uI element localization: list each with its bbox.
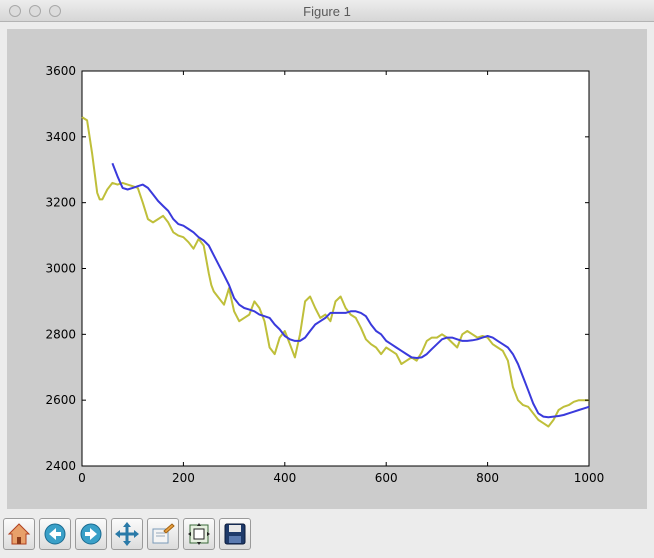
window-title: Figure 1 — [303, 4, 351, 19]
x-tick-label: 1000 — [574, 471, 605, 485]
x-tick-label: 600 — [375, 471, 398, 485]
back-button[interactable] — [39, 518, 71, 550]
minimize-window-button[interactable] — [29, 5, 41, 17]
y-tick-label: 2800 — [45, 327, 76, 341]
axes-background — [81, 70, 590, 467]
window-titlebar: Figure 1 — [0, 0, 654, 22]
y-tick-label: 3400 — [45, 130, 76, 144]
series-layer — [81, 116, 590, 428]
subplots-icon — [188, 523, 210, 545]
zoom-window-button[interactable] — [49, 5, 61, 17]
x-tick-label: 800 — [476, 471, 499, 485]
y-tick-label: 2400 — [45, 459, 76, 473]
configure-subplots-button[interactable] — [183, 518, 215, 550]
home-button[interactable] — [3, 518, 35, 550]
tick-layer: 0 200 400 600 800 1000 2400 2600 2800 3000 3200 340… — [45, 64, 604, 485]
navigation-toolbar — [3, 518, 263, 554]
x-tick-label: 200 — [172, 471, 195, 485]
y-tick-label: 2600 — [45, 393, 76, 407]
save-button[interactable] — [219, 518, 251, 550]
series-line-2 — [111, 162, 590, 419]
back-arrow-icon — [44, 523, 66, 545]
save-disk-icon — [224, 523, 246, 545]
y-tick-label: 3200 — [45, 196, 76, 210]
x-tick-label: 0 — [78, 471, 86, 485]
series-line-1 — [81, 116, 589, 428]
home-icon — [7, 523, 31, 545]
pan-button[interactable] — [111, 518, 143, 550]
y-tick-label: 3600 — [45, 64, 76, 78]
forward-arrow-icon — [80, 523, 102, 545]
x-tick-label: 400 — [273, 471, 296, 485]
pan-move-icon — [115, 522, 139, 546]
zoom-rectangle-icon — [152, 523, 175, 544]
line-chart[interactable]: 0 200 400 600 800 1000 2400 2600 2800 3000 3200 340… — [7, 29, 647, 509]
close-window-button[interactable] — [9, 5, 21, 17]
zoom-button[interactable] — [147, 518, 179, 550]
y-tick-label: 3000 — [45, 262, 76, 276]
figure-canvas[interactable]: 0 200 400 600 800 1000 2400 2600 2800 3000 3200 340… — [7, 29, 647, 509]
forward-button[interactable] — [75, 518, 107, 550]
